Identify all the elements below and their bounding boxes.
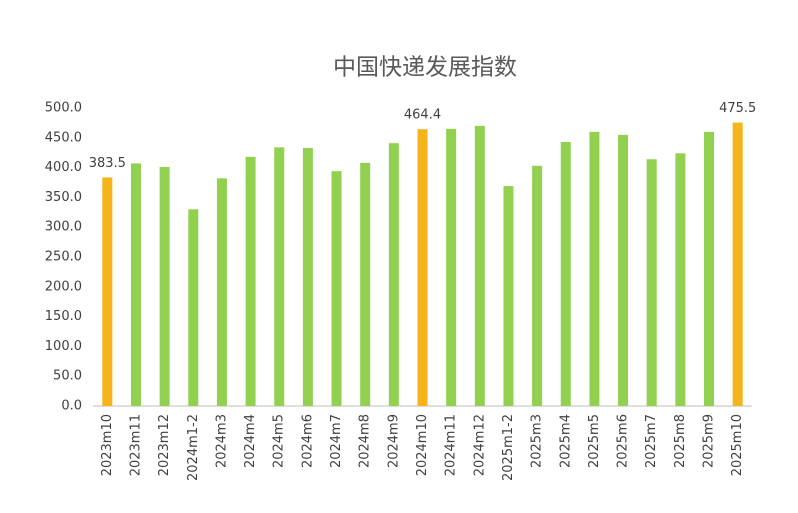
bar [446,128,457,407]
y-tick-label: 500.0 [45,101,82,116]
bar [646,159,657,406]
bar [532,165,543,406]
x-tick-label: 2024m9 [386,414,401,468]
x-tick-label: 2023m11 [128,414,143,476]
x-tick-label: 2025m9 [702,414,717,468]
x-tick-label: 2025m10 [730,414,745,476]
bar [618,134,629,406]
x-tick-label: 2024m3 [214,414,229,468]
bar [503,186,514,406]
bar [417,129,428,407]
x-tick-label: 2024m7 [329,414,344,468]
bar [302,147,313,406]
x-tick-label: 2025m7 [644,414,659,468]
y-tick-label: 300.0 [45,220,82,235]
bar [102,177,113,406]
x-tick-label: 2025m6 [616,414,631,468]
bar [474,125,485,406]
y-tick-label: 150.0 [45,309,82,324]
y-tick-label: 450.0 [45,130,82,145]
bar [274,147,285,406]
bar [216,178,227,406]
x-tick-label: 2025m4 [558,414,573,468]
data-label: 475.5 [719,101,756,116]
data-label: 383.5 [89,156,126,171]
bar [704,131,715,406]
y-tick-label: 0.0 [61,399,82,414]
bar [245,156,256,406]
y-tick-label: 100.0 [45,339,82,354]
x-tick-label: 2024m8 [358,414,373,468]
data-label: 464.4 [404,108,441,123]
y-tick-label: 400.0 [45,160,82,175]
bar [675,153,686,406]
x-tick-label: 2023m10 [100,414,115,476]
bar [732,122,743,407]
x-tick-label: 2025m8 [673,414,688,468]
y-tick-label: 350.0 [45,190,82,205]
x-tick-label: 2025m1-2 [501,414,516,481]
y-tick-label: 200.0 [45,279,82,294]
x-tick-label: 2024m12 [472,414,487,476]
bar [159,167,170,406]
chart-title: 中国快递发展指数 [333,55,517,81]
bar [331,171,342,406]
y-tick-label: 50.0 [53,369,82,384]
bar [560,141,571,407]
bar [589,131,600,406]
x-tick-label: 2024m6 [300,414,315,468]
x-tick-label: 2025m3 [530,414,545,468]
bar [360,162,371,406]
y-tick-label: 250.0 [45,250,82,265]
x-tick-label: 2024m10 [415,414,430,476]
x-tick-label: 2024m5 [272,414,287,468]
x-tick-label: 2024m1-2 [186,414,201,481]
bar [188,209,199,406]
x-tick-label: 2023m12 [157,414,172,476]
x-tick-label: 2024m4 [243,414,258,468]
x-tick-label: 2024m11 [444,414,459,476]
bar [130,163,141,406]
x-tick-label: 2025m5 [587,414,602,468]
bar [388,143,399,406]
